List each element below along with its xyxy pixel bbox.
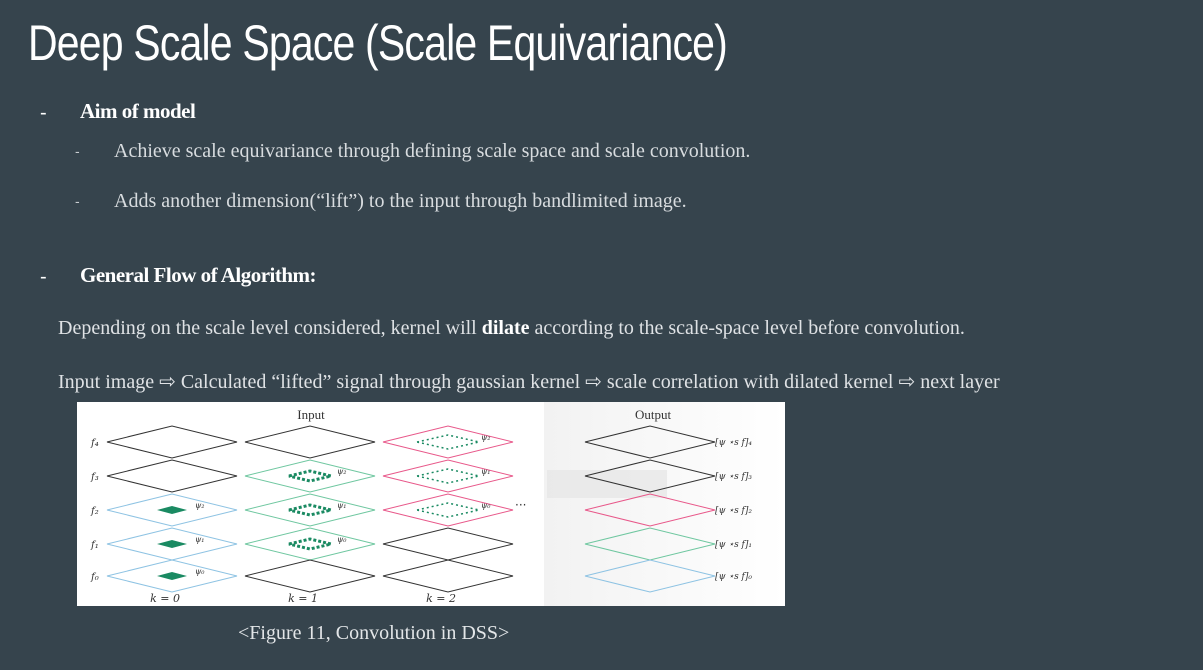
plane-black: [244, 425, 376, 459]
sub-bullet-dash: -: [75, 143, 80, 159]
paragraph-text: Depending on the scale level considered,…: [58, 317, 482, 339]
ellipsis: ···: [515, 498, 526, 512]
f-label: f₃: [90, 472, 99, 483]
psi-label: ψ₀: [337, 535, 347, 544]
bullet-dash: -: [40, 266, 47, 288]
figure-dss-convolution: Input Output f₄ f₃ f₂ f₁ f₀ ψ₂ ψ₁ ψ₀: [77, 402, 785, 606]
column-k1: ψ₂ ψ₁ ψ₀: [244, 425, 376, 593]
kernel-dilated: [416, 468, 480, 484]
bullet-dash: -: [40, 102, 47, 124]
kernel-fill: [157, 572, 187, 580]
sub-bullet-text: Adds another dimension(“lift”) to the in…: [114, 190, 687, 212]
plane-pink: [382, 459, 514, 493]
input-label: Input: [297, 407, 325, 422]
psi-label: ψ₁: [195, 535, 204, 544]
psi-label: ψ₁: [337, 501, 346, 510]
psi-label: ψ₀: [195, 567, 205, 576]
plane-blue: [106, 493, 238, 527]
kernel-dilated: [416, 434, 480, 450]
plane-blue: [106, 559, 238, 593]
plane-black: [382, 559, 514, 593]
f-label: f₄: [90, 438, 99, 449]
output-layer-label: [ψ ⋆s f]₂: [715, 506, 752, 516]
plane-pink: [382, 493, 514, 527]
paragraph-text: according to the scale-space level befor…: [529, 317, 965, 339]
psi-label: ψ₂: [337, 467, 346, 476]
kernel-dilated: [288, 469, 332, 483]
output-layer-label: [ψ ⋆s f]₁: [715, 540, 752, 550]
slide-title: Deep Scale Space (Scale Equivariance): [28, 15, 728, 71]
kernel-dilated: [416, 502, 480, 518]
column-k0: ψ₂ ψ₁ ψ₀: [106, 425, 238, 593]
plane-black: [244, 559, 376, 593]
sub-bullet-dash: -: [75, 193, 80, 209]
plane-pink: [382, 425, 514, 459]
plane-black: [382, 527, 514, 561]
psi-label: ψ₂: [195, 501, 204, 510]
kernel-fill: [157, 540, 187, 548]
bold-word: dilate: [481, 317, 530, 339]
k-label: k = 1: [288, 592, 318, 605]
plane-pink: [584, 493, 716, 527]
f-label: f₁: [90, 540, 99, 551]
output-shadow: [547, 470, 667, 498]
figure-caption: <Figure 11, Convolution in DSS>: [238, 622, 510, 644]
plane-green: [244, 493, 376, 527]
output-layer-label: [ψ ⋆s f]₄: [715, 438, 752, 448]
f-label: f₀: [90, 572, 99, 583]
output-label: Output: [635, 407, 672, 422]
plane-blue: [584, 559, 716, 593]
plane-black: [584, 459, 716, 493]
plane-black: [584, 425, 716, 459]
plane-green: [244, 527, 376, 561]
k-label: k = 0: [150, 592, 180, 605]
column-output: [ψ ⋆s f]₄ [ψ ⋆s f]₃ [ψ ⋆s f]₂ [ψ ⋆s f]₁ …: [584, 425, 752, 593]
plane-black: [106, 425, 238, 459]
output-panel-bg: [544, 402, 785, 606]
plane-blue: [106, 527, 238, 561]
section-heading-aim: Aim of model: [80, 99, 196, 123]
plane-black: [106, 459, 238, 493]
k-label: k = 2: [426, 592, 456, 605]
plane-green: [244, 459, 376, 493]
kernel-dilated: [288, 537, 332, 551]
sub-bullet-text: Achieve scale equivariance through defin…: [114, 140, 751, 162]
psi-label: ψ₁: [481, 467, 490, 476]
plane-green: [584, 527, 716, 561]
column-k2: ψ₂ ψ₁ ψ₀: [382, 425, 514, 593]
figure-diagram: Input Output f₄ f₃ f₂ f₁ f₀ ψ₂ ψ₁ ψ₀: [90, 402, 785, 606]
psi-label: ψ₀: [481, 501, 491, 510]
kernel-dilated: [288, 503, 332, 517]
output-layer-label: [ψ ⋆s f]₃: [715, 472, 752, 482]
kernel-fill: [157, 506, 187, 514]
f-label: f₂: [90, 506, 99, 517]
psi-label: ψ₂: [481, 433, 490, 442]
paragraph-flow: Input image ⇨ Calculated “lifted” signal…: [58, 371, 1000, 393]
paragraph-dilate: Depending on the scale level considered,…: [58, 317, 965, 340]
section-heading-flow: General Flow of Algorithm:: [80, 263, 317, 287]
output-layer-label: [ψ ⋆s f]₀: [715, 572, 752, 582]
